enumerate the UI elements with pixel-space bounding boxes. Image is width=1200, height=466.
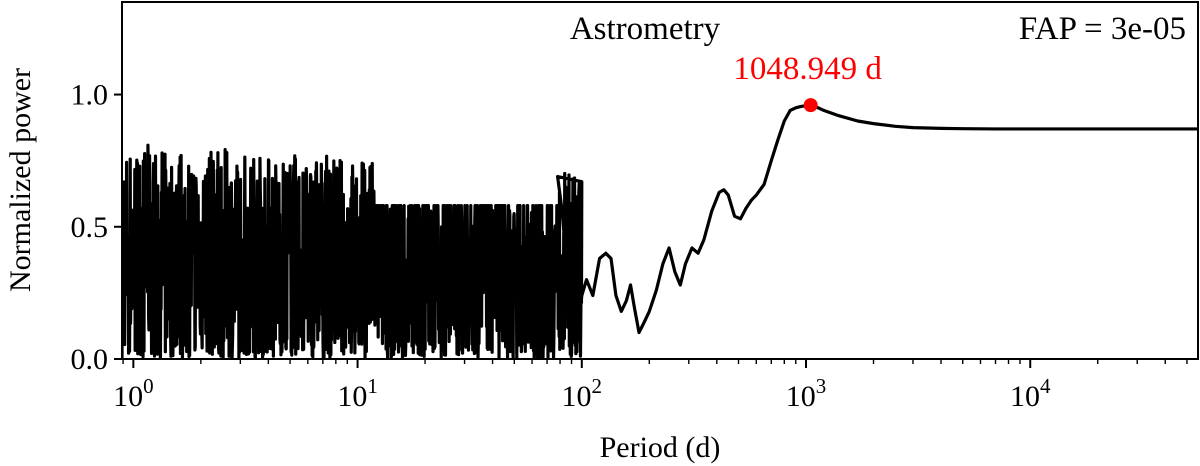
y-tick-label: 1.0	[71, 79, 109, 112]
x-tick-label: 102	[562, 374, 603, 413]
axis-ticks: 0.0 0.5 1.0 100 101 102 103 104	[71, 79, 1188, 413]
chart-title: Astrometry	[570, 11, 721, 47]
x-tick-label: 103	[786, 374, 827, 413]
x-tick-label: 101	[337, 374, 378, 413]
y-tick-label: 0.5	[71, 211, 109, 244]
y-tick-label: 0.0	[71, 343, 109, 376]
plot-frame	[121, 1, 1199, 360]
y-axis-label: Normalized power	[4, 68, 37, 292]
peak-label: 1048.949 d	[733, 51, 882, 87]
x-axis-label: Period (d)	[600, 431, 721, 464]
fap-annotation: FAP = 3e-05	[1019, 11, 1186, 47]
power-series-line	[122, 103, 1198, 359]
x-tick-label: 100	[113, 374, 154, 413]
peak-marker	[803, 98, 818, 113]
plot-area	[122, 103, 1198, 359]
x-tick-label: 104	[1010, 374, 1051, 413]
